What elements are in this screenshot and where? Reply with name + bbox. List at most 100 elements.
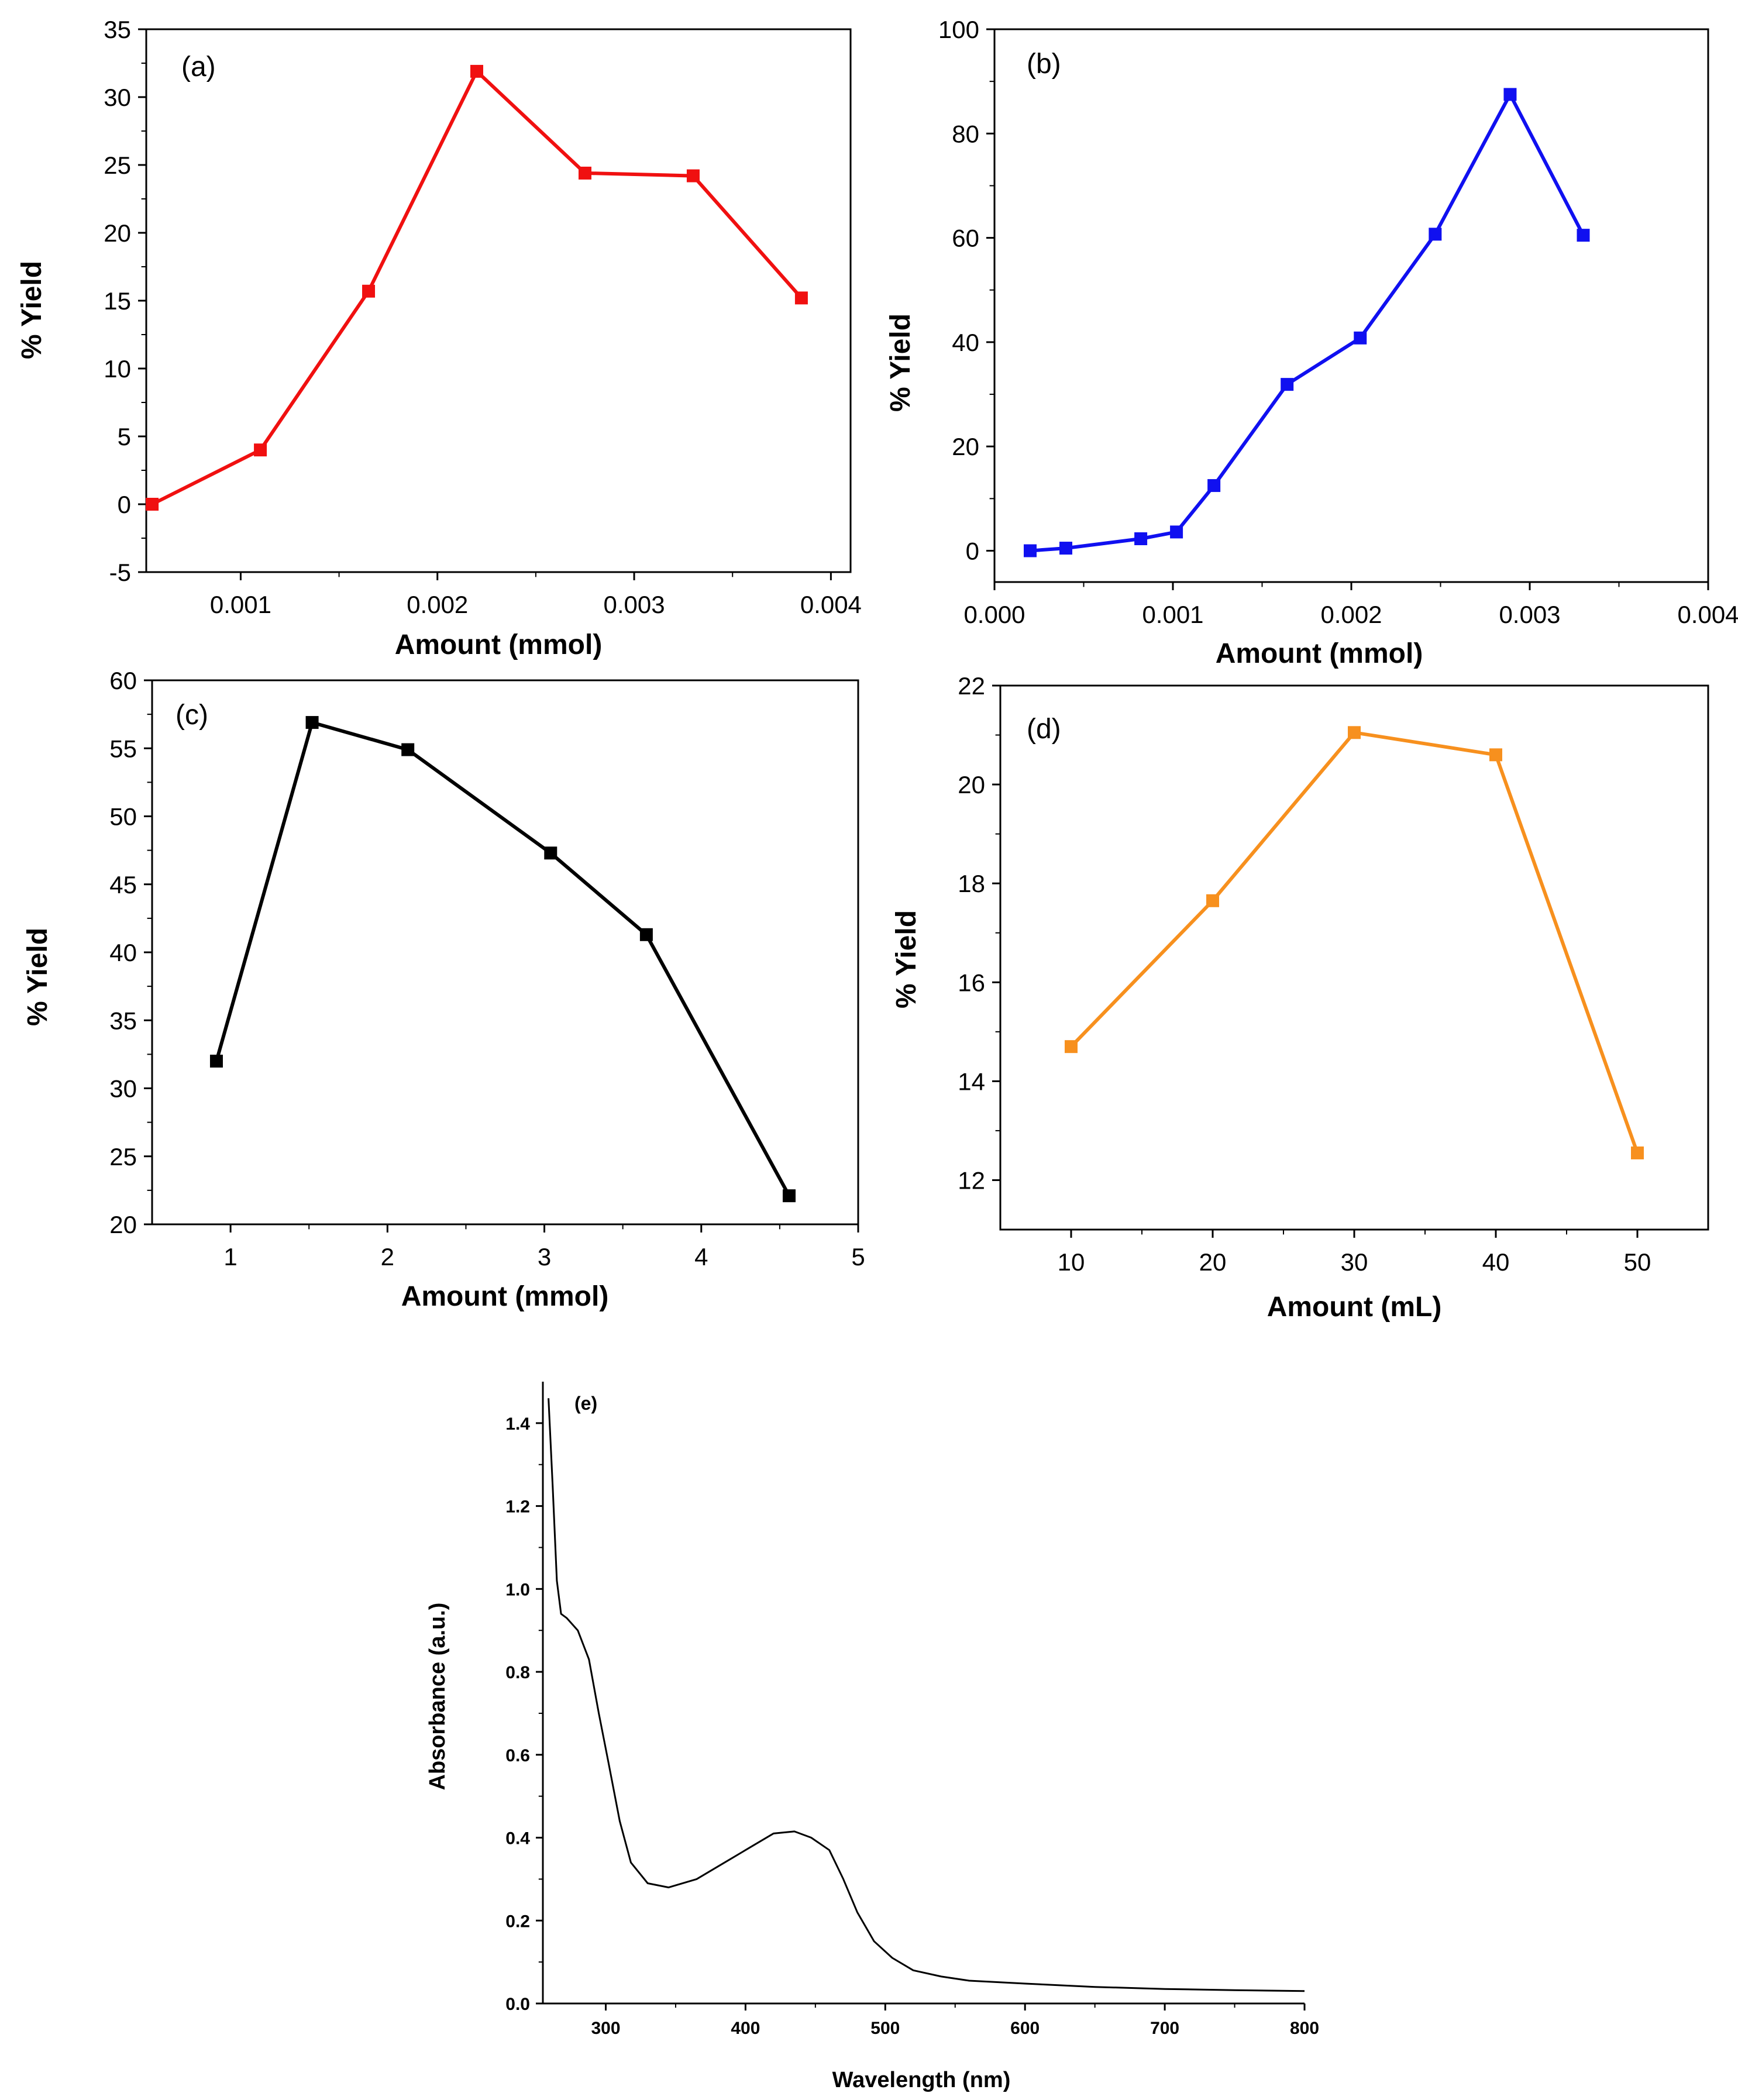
panel-label-d: (d) — [1027, 714, 1061, 745]
x-tick-label-b-4: 0.004 — [1677, 601, 1738, 628]
data-point-a-3 — [470, 64, 484, 78]
data-point-a-4 — [578, 166, 591, 180]
x-tick-label-d-3: 40 — [1482, 1248, 1510, 1276]
series-layer-e — [548, 1398, 1305, 1992]
y-tick-label-a-6: 25 — [104, 152, 131, 179]
y-tick-label-e-3: 0.6 — [505, 1746, 530, 1765]
y-tick-label-c-6: 50 — [109, 803, 137, 831]
y-tick-label-e-5: 1.0 — [505, 1580, 530, 1599]
y-axis-title-a: % Yield — [16, 261, 47, 359]
x-axis-title-c: Amount (mmol) — [401, 1281, 609, 1312]
panel-label-c: (c) — [175, 700, 208, 731]
data-point-c-4 — [639, 928, 653, 941]
panel-a: 0.001 0.002 0.003 0.004 -5 0 5 10 15 20 25 30 35 (a)… — [16, 16, 862, 660]
y-tick-label-b-5: 100 — [938, 16, 979, 43]
x-axis-title-a: Amount (mmol) — [395, 629, 603, 660]
x-tick-label-c-2: 3 — [538, 1243, 551, 1271]
y-tick-label-a-7: 30 — [104, 84, 131, 111]
plot-frame-a — [145, 28, 852, 573]
y-tick-label-b-3: 60 — [952, 225, 979, 252]
series-layer-d — [1065, 726, 1644, 1159]
y-tick-label-a-1: 0 — [118, 491, 131, 518]
x-tick-label-c-3: 4 — [694, 1243, 708, 1271]
panel-label-a: (a) — [181, 51, 216, 82]
x-tick-label-b-3: 0.003 — [1499, 601, 1560, 628]
panel-label-e: (e) — [574, 1393, 597, 1414]
data-point-b-3 — [1170, 525, 1183, 539]
x-tick-label-d-0: 10 — [1058, 1248, 1085, 1276]
panel-label-b: (b) — [1027, 49, 1061, 80]
y-tick-label-d-2: 16 — [958, 969, 985, 996]
data-point-c-5 — [782, 1189, 796, 1203]
y-tick-label-e-6: 1.2 — [505, 1497, 530, 1517]
x-tick-label-b-0: 0.000 — [963, 601, 1025, 628]
x-tick-label-c-1: 2 — [381, 1243, 394, 1271]
x-tick-label-c-0: 1 — [223, 1243, 237, 1271]
data-point-d-3 — [1489, 748, 1502, 762]
y-tick-label-e-0: 0.0 — [505, 1995, 530, 2014]
data-point-d-0 — [1065, 1040, 1078, 1054]
data-point-b-2 — [1134, 532, 1148, 546]
data-point-c-1 — [305, 716, 319, 729]
y-tick-label-b-0: 0 — [966, 538, 979, 565]
panel-e: 300 400 500 600 700 800 0.0 0.2 0.4 0.6 0.8 1.0 1.2 1… — [425, 1382, 1319, 2092]
y-tick-label-b-1: 20 — [952, 433, 979, 460]
y-tick-label-e-2: 0.4 — [505, 1829, 530, 1848]
data-point-a-6 — [794, 291, 808, 305]
series-line-c-0 — [215, 721, 791, 1197]
data-point-c-0 — [209, 1055, 223, 1068]
y-tick-label-a-5: 20 — [104, 219, 131, 247]
panel-b: 0.000 0.001 0.002 0.003 0.004 0 20 40 60 80 100 (b… — [885, 16, 1738, 669]
y-tick-label-c-1: 25 — [109, 1143, 137, 1171]
y-tick-label-d-3: 18 — [958, 870, 985, 897]
x-tick-label-c-4: 5 — [851, 1243, 865, 1271]
data-point-d-1 — [1206, 894, 1219, 907]
plot-frame-c — [151, 679, 859, 1225]
data-point-c-3 — [544, 846, 557, 860]
series-line-e-0 — [548, 1398, 1305, 1992]
panel-d: 10 20 30 40 50 12 14 16 18 20 22 (d) Amount (mL) %… — [891, 672, 1709, 1323]
y-tick-label-c-5: 45 — [109, 871, 137, 898]
x-tick-label-e-1: 400 — [731, 2019, 760, 2038]
data-point-b-7 — [1429, 228, 1442, 241]
y-tick-label-b-4: 80 — [952, 120, 979, 147]
y-axis-title-d: % Yield — [891, 910, 922, 1008]
y-tick-label-d-0: 12 — [958, 1166, 985, 1194]
x-tick-label-a-3: 0.004 — [800, 591, 862, 618]
y-axis-title-e: Absorbance (a.u.) — [425, 1603, 450, 1791]
ticks-e: 300 400 500 600 700 800 0.0 0.2 0.4 0.6 0.8 1.0 1.2 1… — [505, 1414, 1319, 2038]
x-tick-label-b-2: 0.002 — [1320, 601, 1382, 628]
x-tick-label-e-5: 800 — [1290, 2019, 1319, 2038]
data-point-b-4 — [1207, 479, 1221, 493]
y-tick-label-a-0: -5 — [109, 559, 131, 586]
x-tick-label-a-0: 0.001 — [210, 591, 271, 618]
y-tick-label-a-2: 5 — [118, 423, 131, 450]
x-tick-label-e-4: 700 — [1150, 2019, 1179, 2038]
x-tick-label-e-3: 600 — [1010, 2019, 1040, 2038]
x-tick-label-b-1: 0.001 — [1142, 601, 1203, 628]
y-tick-label-e-7: 1.4 — [505, 1414, 530, 1434]
y-tick-label-a-3: 10 — [104, 355, 131, 383]
y-axis-title-c: % Yield — [22, 928, 53, 1026]
plot-frame-b — [993, 28, 1709, 583]
data-point-b-6 — [1354, 331, 1367, 345]
data-point-b-5 — [1281, 378, 1294, 391]
data-point-b-9 — [1577, 229, 1590, 242]
y-tick-label-c-2: 30 — [109, 1075, 137, 1103]
series-line-a-0 — [151, 69, 803, 506]
ticks-b: 0.000 0.001 0.002 0.003 0.004 0 20 40 60 80 100 — [938, 16, 1738, 628]
y-tick-label-e-1: 0.2 — [505, 1912, 530, 1931]
y-tick-label-c-4: 40 — [109, 939, 137, 966]
ticks-d: 10 20 30 40 50 12 14 16 18 20 22 — [958, 672, 1651, 1276]
y-tick-label-d-5: 22 — [958, 672, 985, 700]
ticks-a: 0.001 0.002 0.003 0.004 -5 0 5 10 15 20 25 30 35 — [104, 16, 862, 618]
data-point-a-0 — [146, 498, 159, 511]
x-axis-title-e: Wavelength (nm) — [832, 2068, 1011, 2092]
plot-frame-d — [999, 684, 1709, 1231]
x-tick-label-e-0: 300 — [591, 2019, 620, 2038]
x-axis-title-d: Amount (mL) — [1267, 1292, 1442, 1323]
y-tick-label-c-7: 55 — [109, 735, 137, 762]
